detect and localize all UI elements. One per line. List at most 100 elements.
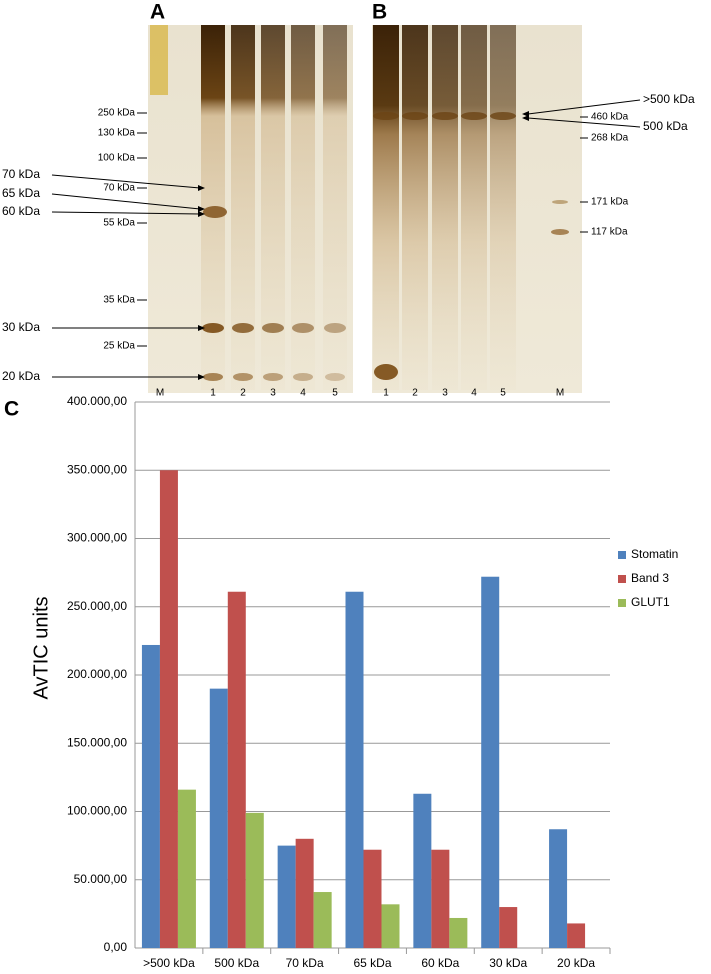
marker-label: 70 kDa — [103, 183, 135, 194]
band — [263, 373, 283, 381]
arrow — [527, 117, 641, 128]
lane-label: 1 — [210, 388, 216, 399]
lane-smear — [432, 25, 458, 390]
lane-smear — [373, 25, 399, 390]
y-tick-label: 50.000,00 — [74, 872, 128, 886]
lane-label: 5 — [332, 388, 338, 399]
bar — [363, 849, 382, 948]
band — [324, 323, 346, 333]
arrow — [51, 211, 201, 215]
x-tick-label: >500 kDa — [143, 956, 195, 970]
band-label: 70 kDa — [2, 167, 40, 181]
marker-label: 130 kDa — [98, 128, 136, 139]
bar — [227, 591, 246, 948]
marker-label: 117 kDa — [591, 227, 628, 238]
legend-swatch — [618, 599, 626, 607]
lane-smear — [323, 25, 347, 390]
band — [461, 112, 487, 120]
bar — [345, 591, 364, 948]
legend-label: Stomatin — [631, 547, 678, 561]
bar — [567, 923, 586, 948]
arrow-head — [198, 374, 205, 380]
bar — [141, 644, 160, 948]
band — [552, 200, 568, 204]
lane-smear — [231, 25, 255, 390]
y-tick-label: 0,00 — [104, 940, 128, 954]
bar — [159, 470, 178, 948]
bar — [177, 789, 196, 948]
arrow — [51, 193, 201, 210]
marker-label: 268 kDa — [591, 133, 629, 144]
marker-label: 460 kDa — [591, 112, 629, 123]
band — [203, 373, 223, 381]
lane-label: M — [556, 388, 564, 399]
x-tick-label: 60 kDa — [421, 956, 459, 970]
lane-smear — [461, 25, 487, 390]
band-label: 30 kDa — [2, 320, 40, 334]
legend-label: GLUT1 — [631, 595, 670, 609]
bar — [499, 907, 518, 948]
marker-label: 55 kDa — [103, 218, 135, 229]
y-axis-label: AvTIC units — [30, 597, 52, 700]
band — [203, 206, 227, 218]
x-tick-label: 65 kDa — [353, 956, 391, 970]
band — [232, 323, 254, 333]
arrow-head — [198, 325, 205, 331]
y-tick-label: 250.000,00 — [67, 599, 127, 613]
y-tick-label: 400.000,00 — [67, 394, 127, 408]
band — [402, 112, 428, 120]
y-tick-label: 200.000,00 — [67, 667, 127, 681]
panel-letter: C — [4, 398, 19, 421]
lane-label: 2 — [240, 388, 246, 399]
panel-letter: A — [150, 1, 165, 24]
y-tick-label: 100.000,00 — [67, 804, 127, 818]
arrow-head — [198, 211, 205, 217]
arrow — [527, 99, 641, 115]
bar — [277, 845, 296, 948]
lane-smear — [261, 25, 285, 390]
gel-a-stain — [150, 25, 168, 95]
bar — [449, 917, 468, 948]
lane-label: 1 — [383, 388, 389, 399]
arrow-head — [522, 111, 529, 117]
band — [373, 112, 399, 120]
arrow-head — [522, 115, 529, 121]
x-tick-label: 30 kDa — [489, 956, 527, 970]
panel-letter: B — [372, 1, 387, 24]
bar — [549, 829, 568, 948]
legend-swatch — [618, 575, 626, 583]
lane-label: 3 — [270, 388, 276, 399]
lane-label: 2 — [412, 388, 418, 399]
bar — [209, 688, 228, 948]
lane-label: 3 — [442, 388, 448, 399]
x-tick-label: 20 kDa — [557, 956, 595, 970]
band-label: >500 kDa — [643, 92, 695, 106]
band-label: 20 kDa — [2, 369, 40, 383]
band — [551, 229, 569, 235]
lane-label: 4 — [300, 388, 306, 399]
marker-label: 171 kDa — [591, 197, 629, 208]
legend-label: Band 3 — [631, 571, 669, 585]
y-tick-label: 150.000,00 — [67, 735, 127, 749]
band — [233, 373, 253, 381]
lane-smear — [402, 25, 428, 390]
y-tick-label: 300.000,00 — [67, 531, 127, 545]
lane-label: 4 — [471, 388, 477, 399]
band-label: 60 kDa — [2, 204, 40, 218]
band-label: 500 kDa — [643, 119, 688, 133]
marker-label: 100 kDa — [98, 153, 136, 164]
band — [292, 323, 314, 333]
x-tick-label: 70 kDa — [286, 956, 324, 970]
lane-smear — [291, 25, 315, 390]
bar — [413, 793, 432, 948]
legend-swatch — [618, 551, 626, 559]
lane-label: 5 — [500, 388, 506, 399]
bar — [381, 904, 400, 948]
bar — [295, 838, 314, 948]
y-tick-label: 350.000,00 — [67, 462, 127, 476]
arrow-head — [198, 206, 205, 212]
bar — [431, 849, 450, 948]
marker-label: 35 kDa — [103, 295, 135, 306]
band — [490, 112, 516, 120]
